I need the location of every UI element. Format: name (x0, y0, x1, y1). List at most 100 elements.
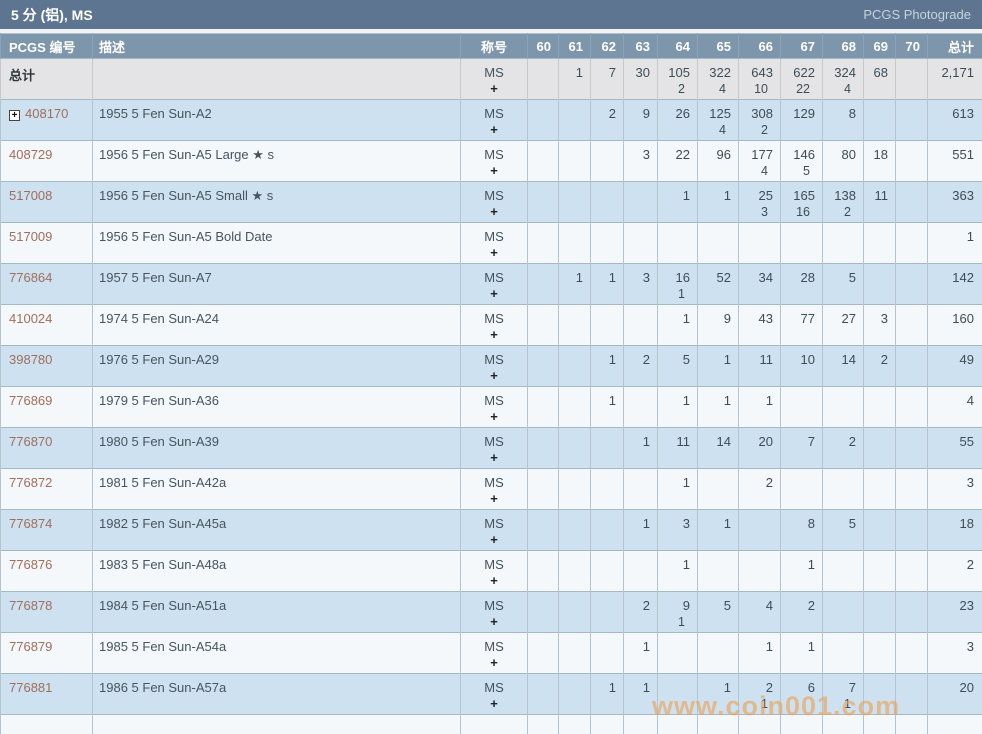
grade-cell-68 (822, 222, 864, 264)
grade-cell-64: 1 (657, 181, 698, 223)
grade-count-ms: 80 (841, 147, 856, 162)
grade-count-ms: 1 (723, 188, 731, 203)
grade-count-plus: 4 (844, 82, 851, 96)
grade-cell-66 (738, 509, 781, 551)
grade-cell-61 (558, 550, 591, 592)
total-cell: 551 (927, 140, 982, 182)
grade-cell-67 (780, 714, 823, 734)
designation-plus-label: + (490, 368, 498, 383)
pcgs-number-link[interactable]: 776881 (9, 680, 53, 695)
grade-count-plus (591, 449, 616, 467)
pcgs-number-link[interactable]: 517009 (9, 229, 53, 244)
grade-cell-65: 14 (697, 427, 739, 469)
photograde-link[interactable]: PCGS Photograde (863, 7, 971, 22)
grade-cell-67: 1 (780, 632, 823, 674)
grade-count-ms: 11 (676, 434, 691, 449)
grade-count-plus (823, 244, 856, 262)
grade-count-ms (781, 229, 815, 244)
grade-count-plus (864, 80, 888, 98)
pcgs-number-link[interactable]: 517008 (9, 188, 53, 203)
grade-count-ms: 43 (758, 311, 773, 326)
grade-cell-68 (822, 714, 864, 734)
grade-count-plus (823, 408, 856, 426)
pcgs-number-link[interactable]: 776874 (9, 516, 53, 531)
grade-cell-61 (558, 632, 591, 674)
pcgs-number-link[interactable]: 776870 (9, 434, 53, 449)
grade-count-ms (896, 639, 920, 654)
table-row: 776864 1957 5 Fen Sun-A7 MS +1 1 3 16 1 52 34 28 5 1… (0, 263, 982, 305)
col-header-grade-63: 63 (623, 33, 658, 59)
coin-description: 1974 5 Fen Sun-A24 (92, 304, 461, 346)
grade-count-plus (896, 654, 920, 672)
designation-cell: MS + (460, 386, 528, 428)
grade-count-ms (896, 680, 920, 695)
grade-count-ms: 26 (675, 106, 690, 121)
grade-cell-60 (527, 140, 559, 182)
grade-count-ms (559, 147, 583, 162)
grade-count-plus: 1 (678, 615, 685, 629)
grade-count-plus (591, 80, 616, 98)
grade-count-plus (559, 654, 583, 672)
grade-cell-60 (527, 181, 559, 223)
grade-count-plus (896, 121, 920, 139)
grade-count-ms: 10 (800, 352, 815, 367)
col-header-grade-67: 67 (780, 33, 823, 59)
grade-count-ms: 25 (758, 188, 773, 203)
pcgs-number-link[interactable]: 408170 (25, 106, 69, 121)
grade-count-plus (698, 572, 731, 590)
grade-count-ms: 1 (807, 557, 815, 572)
grade-count-ms: 322 (709, 65, 731, 80)
grade-cell-65: 1 (697, 509, 739, 551)
grade-count-plus (591, 572, 616, 590)
grade-cell-65: 322 4 (697, 58, 739, 100)
pcgs-number-link[interactable]: 408729 (9, 147, 53, 162)
pcgs-number-link[interactable]: 776864 (9, 270, 53, 285)
pcgs-number-link[interactable]: 410024 (9, 311, 53, 326)
grade-count-ms: 3 (682, 516, 690, 531)
grade-count-ms (896, 270, 920, 285)
grade-cell-61 (558, 427, 591, 469)
grade-cell-70 (895, 181, 928, 223)
pcgs-number-link[interactable]: 776872 (9, 475, 53, 490)
grade-count-plus (698, 613, 731, 631)
grade-count-ms (864, 639, 888, 654)
grade-count-ms: 622 (793, 65, 815, 80)
grade-cell-66 (738, 550, 781, 592)
grade-count-ms: 1 (765, 393, 773, 408)
grade-count-ms (559, 106, 583, 121)
grade-count-plus (591, 408, 616, 426)
grade-count-ms (896, 65, 920, 80)
grade-cell-60 (527, 509, 559, 551)
grade-count-plus (739, 244, 773, 262)
grade-count-plus (896, 572, 920, 590)
pcgs-number-link[interactable]: 776878 (9, 598, 53, 613)
grade-cell-67: 129 (780, 99, 823, 141)
total-cell: 23 (927, 591, 982, 633)
grade-count-ms: 9 (682, 598, 690, 613)
pcgs-number-link[interactable]: 776869 (9, 393, 53, 408)
expand-icon[interactable]: + (9, 110, 20, 121)
grade-count-ms (864, 475, 888, 490)
grade-count-plus (864, 695, 888, 713)
grade-count-ms (864, 598, 888, 613)
grade-cell-67: 28 (780, 263, 823, 305)
col-header-grade-65: 65 (697, 33, 739, 59)
grade-count-plus (864, 613, 888, 631)
grade-cell-70 (895, 222, 928, 264)
col-header-grade-62: 62 (590, 33, 624, 59)
grade-count-plus (591, 531, 616, 549)
title-bar: 5 分 (铝), MS PCGS Photograde (0, 0, 982, 29)
grade-count-ms: 1 (682, 557, 690, 572)
grade-count-ms: 2 (642, 352, 650, 367)
pcgs-number-link[interactable]: 398780 (9, 352, 53, 367)
grade-count-ms: 129 (793, 106, 815, 121)
grade-count-ms: 1 (608, 680, 616, 695)
pcgs-number-link[interactable]: 776879 (9, 639, 53, 654)
designation-cell: MS + (460, 427, 528, 469)
grade-count-plus: 4 (719, 123, 726, 137)
pcgs-number-link[interactable]: 776876 (9, 557, 53, 572)
grade-count-ms: 1 (723, 352, 731, 367)
grade-count-plus: 2 (844, 205, 851, 219)
total-cell: 3 (927, 468, 982, 510)
grade-count-plus (528, 244, 551, 262)
